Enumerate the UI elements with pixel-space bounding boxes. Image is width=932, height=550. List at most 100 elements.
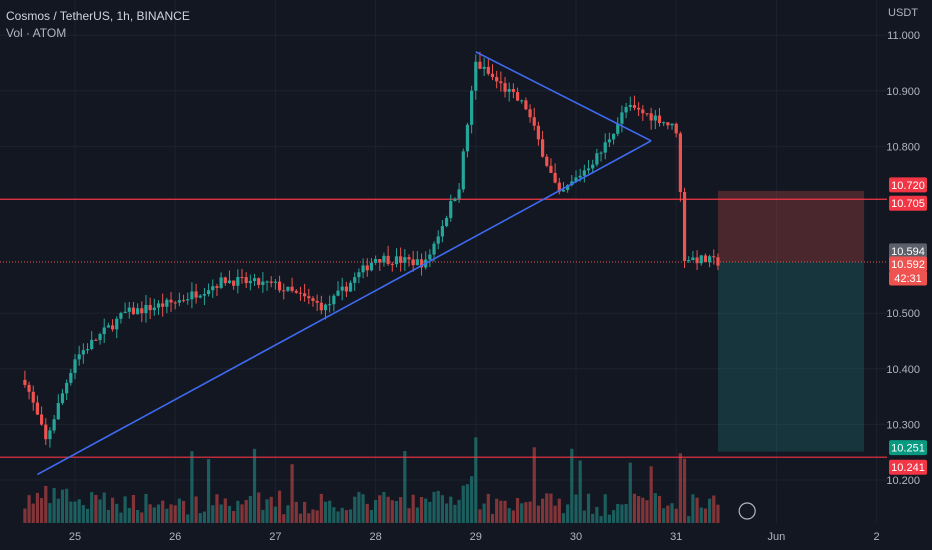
volume-bar-4 — [40, 498, 44, 523]
candle-body-72 — [323, 304, 328, 311]
candle-body-19 — [102, 327, 106, 335]
volume-bar-165 — [712, 495, 716, 523]
volume-bar-27 — [136, 510, 140, 523]
candle-body-118 — [515, 91, 520, 101]
candle-body-41 — [194, 291, 198, 298]
volume-bar-158 — [682, 458, 687, 523]
candle-body-133 — [578, 175, 582, 178]
volume-bar-92 — [407, 508, 411, 523]
candle-body-119 — [520, 100, 524, 102]
volume-bar-25 — [127, 507, 131, 523]
volume-bar-137 — [595, 506, 599, 523]
upper-trendline — [475, 51, 652, 142]
candle-body-83 — [369, 262, 374, 271]
candle-body-3 — [35, 402, 40, 415]
time-tick-8: 2 — [874, 531, 880, 543]
volume-bar-94 — [415, 507, 419, 523]
candle-body-122 — [532, 117, 536, 126]
candle-body-50 — [232, 280, 236, 286]
candle-body-55 — [252, 278, 257, 281]
candle-body-153 — [662, 122, 666, 124]
candle-body-0 — [23, 379, 27, 385]
candle-body-143 — [620, 112, 624, 124]
volume-bar-67 — [303, 501, 307, 523]
candle-body-69 — [311, 298, 315, 301]
volume-bar-54 — [248, 495, 252, 523]
candle-body-114 — [499, 81, 503, 84]
volume-bar-22 — [115, 503, 119, 523]
volume-bar-129 — [561, 513, 566, 523]
price-axis-currency: USDT — [888, 7, 918, 19]
volume-bar-93 — [411, 494, 415, 523]
volume-bar-66 — [298, 513, 303, 523]
candle-body-141 — [611, 133, 616, 140]
volume-bar-19 — [102, 492, 106, 523]
lower-trendline — [37, 140, 652, 476]
volume-bar-42 — [198, 513, 202, 523]
candle-body-12 — [73, 359, 77, 373]
volume-bar-52 — [240, 504, 244, 523]
candle-body-16 — [90, 339, 94, 350]
volume-bar-59 — [269, 496, 273, 523]
volume-bar-81 — [361, 494, 365, 523]
volume-legend[interactable]: Vol · ATOM — [6, 26, 67, 40]
candle-body-97 — [428, 254, 432, 260]
candle-body-36 — [173, 302, 177, 304]
badge-resistance-bg — [889, 195, 927, 211]
candle-body-92 — [407, 257, 411, 260]
candle-body-46 — [215, 286, 219, 288]
candle-body-132 — [574, 177, 578, 182]
candle-body-70 — [315, 300, 319, 303]
candle-body-13 — [77, 354, 81, 360]
candle-body-166 — [716, 257, 720, 266]
candle-body-137 — [595, 153, 599, 165]
time-tick-3: 28 — [369, 531, 381, 543]
volume-bar-95 — [419, 497, 424, 523]
candle-body-1 — [27, 384, 31, 392]
candle-body-136 — [591, 164, 595, 169]
volume-bar-142 — [616, 503, 620, 523]
volume-bar-83 — [369, 509, 374, 523]
candle-body-43 — [202, 294, 207, 296]
candle-body-53 — [244, 277, 248, 284]
volume-bar-78 — [348, 509, 353, 523]
badge-countdown-bg — [889, 270, 927, 286]
volume-bar-76 — [340, 507, 344, 523]
candle-body-104 — [457, 189, 461, 199]
candle-body-111 — [486, 66, 490, 74]
candle-body-28 — [140, 308, 144, 314]
volume-bar-30 — [148, 504, 152, 523]
volume-bar-127 — [553, 505, 557, 523]
candle-body-165 — [712, 256, 716, 258]
candle-body-161 — [695, 257, 699, 264]
candle-body-84 — [374, 259, 378, 263]
volume-bar-15 — [85, 508, 90, 523]
volume-bar-16 — [90, 492, 94, 523]
candle-body-23 — [119, 312, 123, 319]
candle-body-87 — [386, 255, 390, 264]
candle-body-116 — [507, 89, 511, 92]
volume-bar-56 — [257, 492, 261, 523]
candle-body-39 — [186, 299, 190, 301]
candle-body-58 — [265, 281, 269, 283]
volume-bar-1 — [27, 495, 31, 523]
volume-bar-111 — [486, 493, 490, 523]
candle-body-110 — [482, 66, 486, 69]
volume-bar-97 — [428, 501, 432, 523]
volume-bar-130 — [566, 504, 570, 523]
volume-bar-63 — [286, 505, 290, 523]
volume-bar-51 — [236, 500, 240, 523]
volume-bar-89 — [394, 501, 399, 523]
volume-bar-141 — [611, 510, 616, 523]
candle-body-101 — [444, 217, 449, 227]
candle-body-31 — [152, 307, 156, 311]
chart-legend: Cosmos / TetherUS, 1h, BINANCE Vol · ATO… — [6, 8, 190, 42]
candle-body-18 — [98, 334, 102, 341]
symbol-title[interactable]: Cosmos / TetherUS, 1h, BINANCE — [6, 9, 190, 23]
price-tick-5: 10.300 — [886, 419, 920, 431]
candle-body-91 — [403, 257, 407, 263]
candle-body-21 — [110, 325, 115, 330]
badge-last-bg — [889, 243, 927, 259]
